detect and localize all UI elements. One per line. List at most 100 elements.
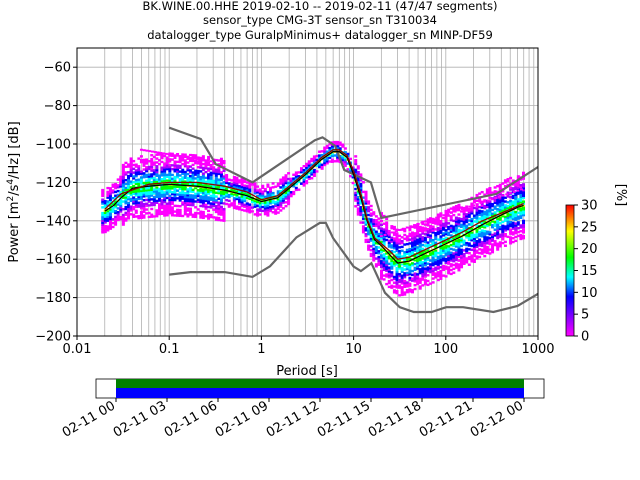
heatmap-cell: [183, 207, 187, 210]
heatmap-cell: [186, 207, 190, 210]
heatmap-cell: [330, 158, 334, 162]
heatmap-cell: [142, 187, 146, 190]
heatmap-cell: [447, 208, 451, 212]
heatmap-cell: [222, 192, 226, 196]
heatmap-cell: [183, 153, 187, 156]
heatmap-cell: [217, 211, 221, 214]
heatmap-cell: [263, 195, 267, 199]
heatmap-cell: [119, 217, 123, 221]
heatmap-cell: [212, 202, 216, 206]
heatmap-cell: [522, 190, 526, 194]
heatmap-cell: [372, 222, 376, 226]
heatmap-cell: [139, 197, 143, 200]
heatmap-cell: [305, 176, 309, 179]
heatmap-cell: [253, 203, 257, 206]
heatmap-cell: [219, 157, 223, 161]
heatmap-cell: [318, 165, 322, 169]
heatmap-cell: [108, 223, 112, 227]
heatmap-cell: [145, 173, 149, 177]
coverage-bar-segments: [116, 388, 524, 398]
heatmap-cell: [519, 178, 523, 181]
heatmap-cell: [395, 280, 399, 283]
heatmap-cell: [488, 248, 492, 251]
heatmap-cell: [132, 198, 136, 201]
heatmap-cell: [506, 224, 510, 227]
heatmap-cell: [271, 182, 275, 185]
heatmap-cell: [452, 240, 456, 244]
heatmap-cell: [462, 208, 466, 212]
heatmap-cell: [186, 194, 190, 197]
heatmap-cell: [382, 222, 386, 225]
heatmap-cell: [101, 231, 105, 234]
heatmap-cell: [121, 179, 125, 182]
heatmap-cell: [145, 204, 149, 207]
heatmap-cell: [101, 198, 105, 201]
heatmap-cell: [212, 171, 216, 175]
heatmap-cell: [274, 185, 278, 188]
heatmap-cell: [392, 262, 396, 265]
heatmap-cell: [188, 176, 192, 180]
heatmap-cell: [217, 216, 221, 220]
heatmap-cell: [343, 156, 347, 160]
heatmap-cell: [263, 207, 267, 210]
heatmap-cell: [441, 226, 445, 229]
heatmap-cell: [145, 189, 149, 192]
heatmap-cell: [196, 160, 200, 163]
time-tick-label: 02-11 06: [162, 398, 220, 440]
heatmap-cell: [168, 198, 172, 201]
heatmap-cell: [155, 211, 159, 214]
colorbar-tick-label: 10: [581, 286, 598, 301]
heatmap-cell: [160, 174, 164, 177]
heatmap-cell: [421, 264, 425, 268]
heatmap-cell: [325, 150, 329, 153]
heatmap-cell: [439, 275, 443, 279]
heatmap-cell: [398, 284, 402, 287]
heatmap-cell: [372, 243, 376, 247]
heatmap-cell: [108, 196, 112, 200]
heatmap-cell: [447, 266, 451, 269]
heatmap-cell: [119, 194, 123, 198]
heatmap-cell: [447, 252, 451, 256]
heatmap-cell: [420, 221, 424, 224]
heatmap-cell: [341, 160, 345, 164]
heatmap-cell: [413, 268, 417, 272]
heatmap-cell: [276, 207, 280, 210]
heatmap-cell: [385, 273, 389, 276]
heatmap-cell: [127, 209, 131, 212]
heatmap-cell: [173, 187, 177, 190]
heatmap-cell: [178, 158, 182, 162]
heatmap-cell: [485, 188, 489, 191]
heatmap-cell: [509, 196, 513, 199]
heatmap-cell: [134, 198, 138, 201]
heatmap-cell: [181, 162, 185, 166]
heatmap-cell: [364, 190, 368, 194]
heatmap-cell: [230, 202, 234, 205]
heatmap-cell: [385, 257, 389, 261]
heatmap-cell: [145, 212, 149, 215]
heatmap-cell: [121, 184, 125, 188]
heatmap-cell: [483, 214, 487, 217]
heatmap-cell: [181, 172, 185, 175]
heatmap-cell: [201, 184, 205, 187]
heatmap-cell: [449, 259, 453, 262]
heatmap-cell: [176, 168, 180, 171]
heatmap-cell: [222, 219, 226, 222]
heatmap-cell: [382, 259, 386, 262]
heatmap-cell: [307, 175, 311, 179]
heatmap-cell: [222, 165, 226, 169]
heatmap-cell: [405, 237, 409, 240]
heatmap-cell: [214, 180, 218, 183]
heatmap-cell: [299, 169, 303, 172]
heatmap-cell: [137, 184, 141, 187]
heatmap-cell: [392, 281, 396, 284]
heatmap-cell: [444, 211, 448, 215]
heatmap-cell: [145, 168, 149, 171]
heatmap-cell: [114, 217, 118, 220]
heatmap-cell: [460, 239, 464, 242]
heatmap-cell: [111, 221, 115, 225]
x-tick-label: 10: [345, 342, 362, 357]
heatmap-cell: [323, 150, 327, 153]
heatmap-cell: [364, 200, 368, 203]
heatmap-cell: [119, 215, 123, 219]
heatmap-cell: [163, 173, 167, 177]
